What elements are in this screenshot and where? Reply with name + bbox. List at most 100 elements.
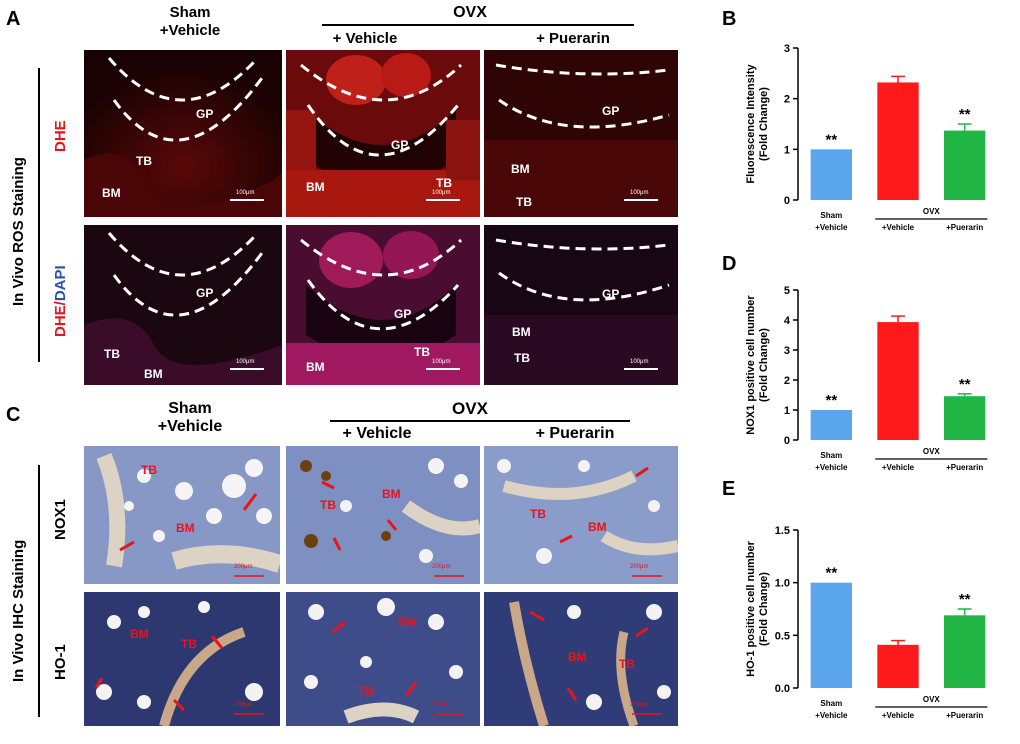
tissue-label-bm: BM xyxy=(176,521,195,535)
scale-label: 200μm xyxy=(234,564,253,570)
ihc-image-vehicle-nox1: TB BM 200μm xyxy=(286,446,480,584)
panel-letter-e: E xyxy=(722,478,736,500)
ovx-bracket-bottom xyxy=(330,420,630,422)
tissue-label-bm: BM xyxy=(306,180,325,194)
chart-svg: NOX1 positive cell number (Fold Change) 0 1… xyxy=(745,285,988,472)
bar xyxy=(810,410,852,440)
bar xyxy=(877,322,919,440)
tissue-label-gp: GP xyxy=(394,307,412,321)
x-tick-label: Sham xyxy=(820,699,842,708)
significance-mark: ** xyxy=(959,376,971,393)
tissue-label-bm: BM xyxy=(512,325,531,339)
row-label-dapi-part: DAPI xyxy=(52,265,69,302)
ros-image-vehicle-dhe: GP TB BM 100μm xyxy=(286,50,480,217)
x-tick-label: +Puerarin xyxy=(946,463,983,472)
ros-image-sham-dhe-dapi: GP TB BM 100μm xyxy=(84,225,282,385)
panel-letter-d: D xyxy=(722,253,737,275)
tissue-label-bm: BM xyxy=(398,615,417,629)
y-tick-label: 3 xyxy=(784,43,790,55)
y-axis-label: (Fold Change) xyxy=(758,87,770,161)
x-tick-label: Sham xyxy=(820,451,842,460)
y-tick-label: 5 xyxy=(784,285,790,297)
ros-image-vehicle-dhe-dapi: GP TB BM 100μm xyxy=(286,225,480,385)
y-axis-label: NOX1 positive cell number xyxy=(745,295,757,435)
tissue-label-tb: TB xyxy=(514,351,530,365)
group-label: OVX xyxy=(923,695,941,704)
tissue-label-tb: TB xyxy=(358,684,374,698)
x-tick-label: +Vehicle xyxy=(882,463,915,472)
row-label-dhe: DHE xyxy=(52,120,69,152)
chart-svg: HO-1 positive cell number (Fold Change) 0.… xyxy=(745,525,988,720)
significance-mark: ** xyxy=(825,565,837,582)
header-puerarin-top: + Puerarin xyxy=(536,30,610,47)
tissue-label-gp: GP xyxy=(196,286,214,300)
group-label: OVX xyxy=(923,207,941,216)
scale-label: 100μm xyxy=(236,190,255,196)
y-tick-label: 1.5 xyxy=(775,525,790,537)
header-puerarin-bottom: + Puerarin xyxy=(535,425,615,442)
ihc-section-label: In Vivo IHC Staining xyxy=(10,539,27,682)
scale-label: 200μm xyxy=(234,702,253,708)
y-tick-label: 0.5 xyxy=(775,630,790,642)
tissue-label-bm: BM xyxy=(511,162,530,176)
ihc-image-vehicle-ho1: BM TB 200μm xyxy=(286,592,480,726)
x-tick-label: Sham xyxy=(820,211,842,220)
group-label: OVX xyxy=(923,447,941,456)
ihc-image-puerarin-nox1: TB BM 200μm xyxy=(484,446,678,584)
panel-letter-c: C xyxy=(6,404,21,426)
panel-letter-a: A xyxy=(6,8,21,30)
header-vehicle-top: + Vehicle xyxy=(332,30,398,47)
bar xyxy=(877,82,919,200)
bar xyxy=(944,130,986,200)
tissue-label-bm: BM xyxy=(382,487,401,501)
tissue-label-tb: TB xyxy=(436,176,452,190)
tissue-label-tb: TB xyxy=(619,657,635,671)
panel-letter-b: B xyxy=(722,8,737,30)
significance-mark: ** xyxy=(825,131,837,148)
row-label-dhe-dapi: DHE/DAPI xyxy=(52,265,69,337)
ihc-image-sham-nox1: TB BM 200μm xyxy=(84,446,280,584)
significance-mark: ** xyxy=(825,392,837,409)
y-tick-label: 1.0 xyxy=(775,578,790,590)
tissue-label-tb: TB xyxy=(136,154,152,168)
chart-e: HO-1 positive cell number (Fold Change) 0.… xyxy=(740,512,1010,738)
y-tick-label: 2 xyxy=(784,94,790,106)
y-tick-label: 0 xyxy=(784,195,790,207)
tissue-label-bm: BM xyxy=(588,520,607,534)
y-tick-label: 3 xyxy=(784,345,790,357)
ihc-image-puerarin-ho1: BM TB 200μm xyxy=(484,592,678,726)
x-tick-label: +Vehicle xyxy=(882,223,915,232)
header-sham-line2: +Vehicle xyxy=(157,418,223,435)
tissue-label-tb: TB xyxy=(141,463,157,477)
tissue-label-bm: BM xyxy=(144,367,163,381)
header-ovx-bottom: OVX xyxy=(452,399,488,418)
ros-section-line xyxy=(38,68,40,362)
row-label-ho1: HO-1 xyxy=(52,644,69,680)
ovx-bracket-top xyxy=(322,24,634,26)
scale-label: 200μm xyxy=(630,564,649,570)
tissue-label-bm: BM xyxy=(130,627,149,641)
bar xyxy=(944,396,986,440)
tissue-label-tb: TB xyxy=(320,498,336,512)
scale-label: 100μm xyxy=(236,359,255,365)
x-tick-label: +Vehicle xyxy=(882,711,915,720)
header-sham-line2: +Vehicle xyxy=(159,22,221,39)
tissue-label-tb: TB xyxy=(414,345,430,359)
tissue-label-tb: TB xyxy=(530,507,546,521)
tissue-label-bm: BM xyxy=(568,650,587,664)
scale-label: 100μm xyxy=(432,359,451,365)
row-label-dhe-part: DHE/ xyxy=(52,301,69,337)
scale-label: 200μm xyxy=(630,702,649,708)
ros-image-puerarin-dhe: GP BM TB 100μm xyxy=(484,50,678,217)
y-axis-label: Fluorescence Intensity xyxy=(745,64,757,184)
header-sham-line1: Sham xyxy=(169,4,211,21)
y-axis-label: (Fold Change) xyxy=(758,572,770,646)
x-tick-label: +Vehicle xyxy=(815,223,848,232)
header-sham-top: Sham +Vehicle xyxy=(140,4,240,40)
tissue-label-tb: TB xyxy=(181,637,197,651)
y-axis-label: HO-1 positive cell number xyxy=(745,540,757,676)
chart-b: Fluorescence Intensity (Fold Change) 0 1 2 3 *… xyxy=(740,30,1010,250)
y-tick-label: 1 xyxy=(784,405,790,417)
ihc-section-line xyxy=(38,465,40,717)
tissue-label-gp: GP xyxy=(196,107,214,121)
